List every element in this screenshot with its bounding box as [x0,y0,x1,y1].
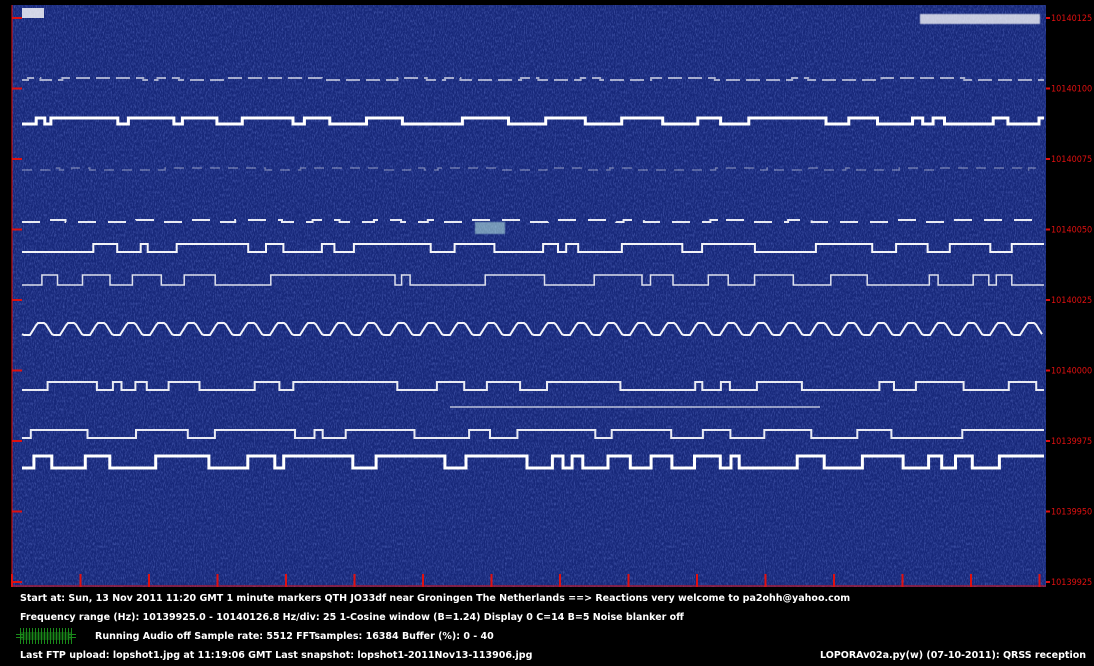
trace [22,167,1044,171]
trace [22,243,1044,253]
tick-marks [11,5,1050,587]
artifact [920,14,1040,24]
status-line: Frequency range (Hz): 10139925.0 - 10140… [20,612,684,623]
trace [21,322,1043,336]
trace [22,454,1044,470]
trace [22,219,1044,223]
frequency-label: 10140000 [1051,367,1092,377]
program-info: LOPORAv02a.py(w) (07-10-2011): QRSS rece… [820,650,1086,661]
frequency-label: 10140025 [1051,296,1092,306]
frequency-label: 10140050 [1051,226,1092,236]
trace [22,77,1044,81]
trace [22,116,1044,126]
buffer-meter [16,628,76,644]
artifact [22,8,44,18]
artifact [475,222,505,234]
status-bar: Start at: Sun, 13 Nov 2011 11:20 GMT 1 m… [16,593,1086,661]
trace [22,381,1044,391]
trace [22,274,1044,286]
frequency-label: 10139975 [1051,437,1092,447]
frequency-label: 10140100 [1051,85,1092,95]
frequency-label: 10140075 [1051,155,1092,165]
waterfall-noise [12,5,1046,587]
frequency-label: 10139925 [1051,578,1092,588]
trace [22,429,1044,439]
signal-traces [21,8,1044,470]
status-line: Last FTP upload: lopshot1.jpg at 11:19:0… [20,650,532,661]
frequency-scale: 10140125 10140100 10140075 10140050 10140025… [1051,14,1092,588]
frequency-label: 10139950 [1051,508,1092,518]
status-line: Start at: Sun, 13 Nov 2011 11:20 GMT 1 m… [20,593,850,604]
frequency-label: 10140125 [1051,14,1092,24]
status-line: Running Audio off Sample rate: 5512 FFTs… [95,631,494,642]
